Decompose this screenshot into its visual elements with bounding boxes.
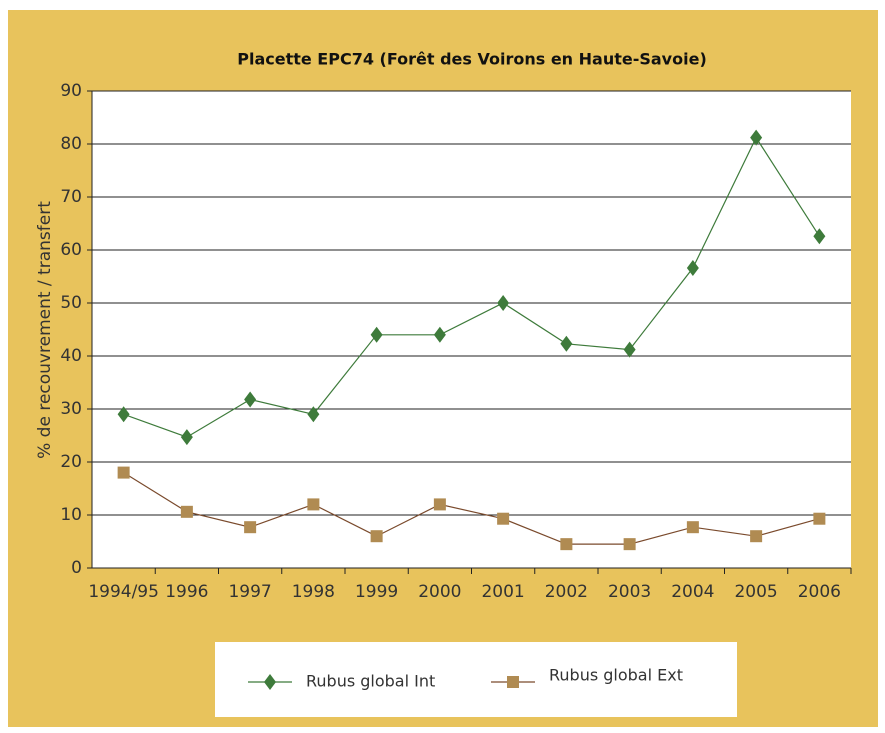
y-tick-label: 90 bbox=[60, 81, 82, 101]
data-point bbox=[686, 521, 699, 534]
legend bbox=[215, 642, 737, 717]
chart-title: Placette EPC74 (Forêt des Voirons en Hau… bbox=[237, 50, 707, 69]
data-point bbox=[307, 406, 320, 423]
x-tick-label: 2005 bbox=[734, 582, 777, 602]
data-point bbox=[180, 505, 193, 518]
data-point bbox=[686, 260, 699, 277]
data-point bbox=[307, 498, 320, 511]
data-point bbox=[370, 530, 383, 543]
data-point bbox=[560, 538, 573, 551]
data-point bbox=[813, 228, 826, 245]
y-axis-label: % de recouvrement / transfert bbox=[35, 201, 55, 459]
data-point bbox=[433, 498, 446, 511]
data-point bbox=[244, 391, 257, 408]
x-tick-label: 1994/95 bbox=[88, 582, 159, 602]
data-point bbox=[117, 406, 130, 423]
x-tick-label: 2000 bbox=[418, 582, 461, 602]
y-tick-label: 20 bbox=[60, 452, 82, 472]
series-line bbox=[123, 472, 820, 545]
y-tick-label: 80 bbox=[60, 134, 82, 154]
y-tick-label: 40 bbox=[60, 346, 82, 366]
x-tick-label: 1999 bbox=[355, 582, 398, 602]
legend-label: Rubus global Int bbox=[306, 672, 435, 691]
data-point bbox=[623, 341, 636, 358]
data-point bbox=[497, 512, 510, 525]
data-point bbox=[117, 466, 130, 479]
x-tick-label: 1998 bbox=[292, 582, 335, 602]
y-tick-label: 70 bbox=[60, 187, 82, 207]
y-tick-label: 10 bbox=[60, 505, 82, 525]
x-tick-label: 2004 bbox=[671, 582, 714, 602]
y-tick-label: 30 bbox=[60, 399, 82, 419]
y-tick-label: 60 bbox=[60, 240, 82, 260]
data-point bbox=[623, 538, 636, 551]
y-tick-label: 50 bbox=[60, 293, 82, 313]
x-tick-label: 1997 bbox=[228, 582, 271, 602]
data-point bbox=[180, 429, 193, 446]
legend-label: Rubus global Ext bbox=[549, 666, 683, 685]
x-tick-label: 1996 bbox=[165, 582, 208, 602]
x-tick-label: 2006 bbox=[798, 582, 841, 602]
data-point bbox=[813, 512, 826, 525]
data-point bbox=[750, 530, 763, 543]
x-tick-label: 2002 bbox=[545, 582, 588, 602]
x-tick-label: 2003 bbox=[608, 582, 651, 602]
data-point bbox=[370, 326, 383, 343]
data-point bbox=[433, 326, 446, 343]
series-line bbox=[123, 136, 820, 438]
legend-marker bbox=[264, 674, 276, 690]
data-point bbox=[497, 295, 510, 311]
data-point bbox=[750, 129, 763, 146]
y-tick-label: 0 bbox=[71, 558, 82, 578]
data-point bbox=[244, 521, 257, 534]
legend-marker bbox=[507, 676, 519, 688]
x-tick-label: 2001 bbox=[481, 582, 524, 602]
data-point bbox=[560, 335, 573, 352]
plot-area bbox=[92, 91, 851, 568]
